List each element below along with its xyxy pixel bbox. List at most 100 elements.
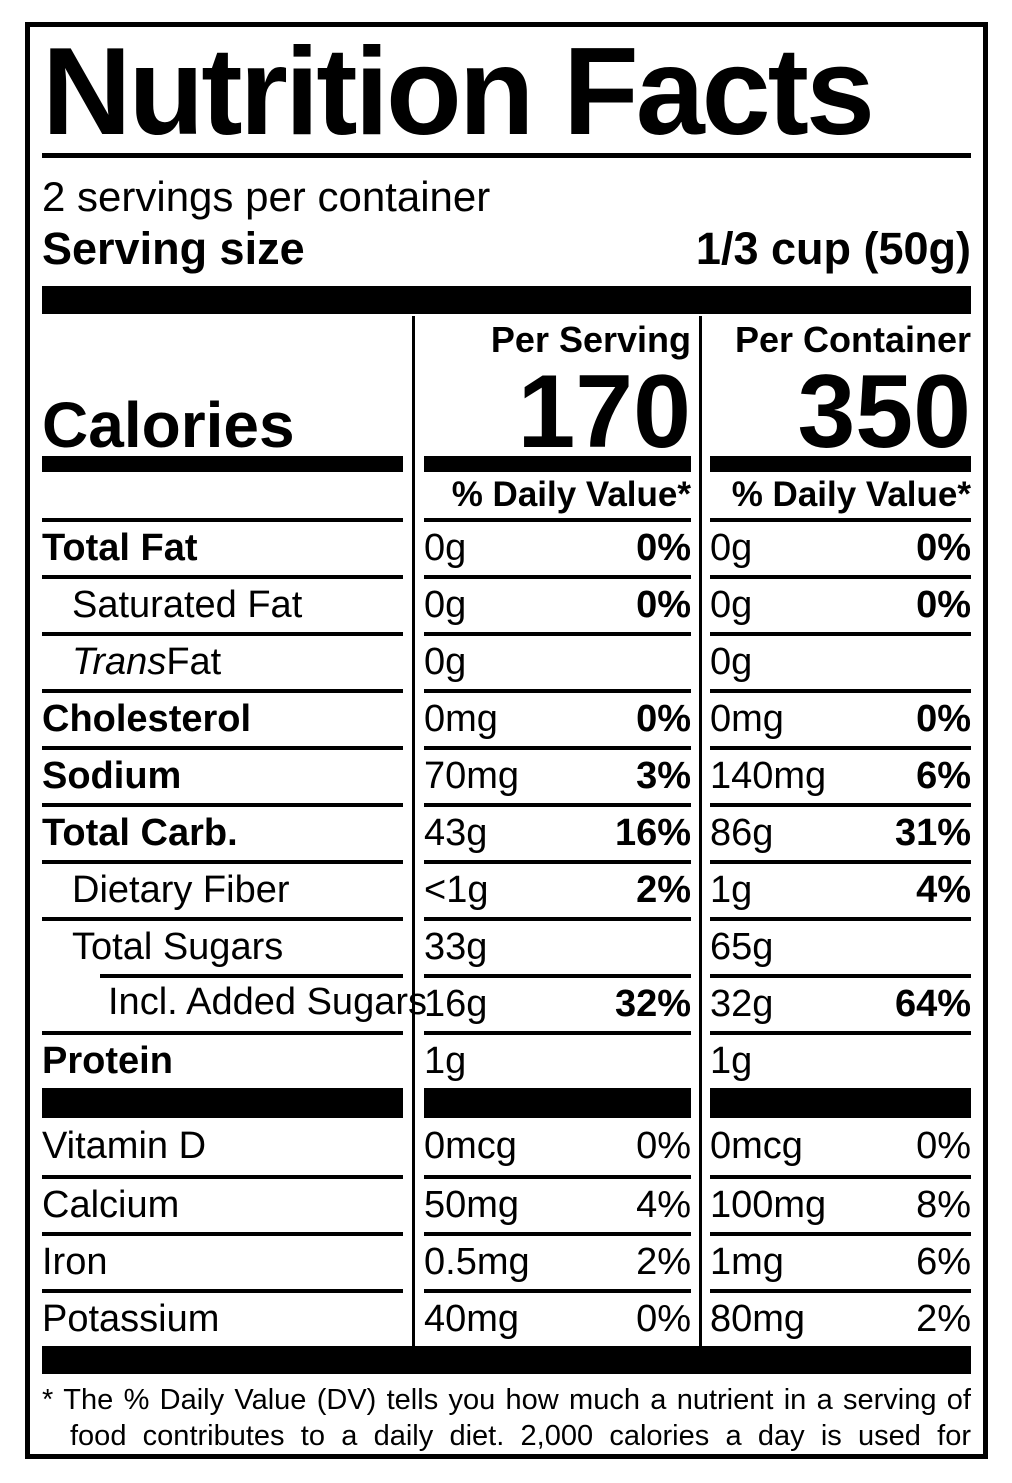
nutrient-name: Fat (166, 640, 222, 683)
nutrient-row: Saturated Fat 0g 0% 0g 0% (42, 574, 971, 632)
per-serving-cell: 0g (424, 631, 691, 689)
per-serving-amount: <1g (424, 868, 489, 911)
per-container-cell: 0mg 0% (710, 688, 971, 746)
per-serving-amount: 43g (424, 811, 488, 854)
per-serving-daily-value: 2% (636, 1240, 691, 1283)
per-serving-amount: 1g (424, 1039, 467, 1082)
per-container-cell: 0mcg 0% (710, 1118, 971, 1175)
nutrient-name-cell: Total Sugars (42, 916, 403, 974)
per-container-cell: 0g 0% (710, 574, 971, 632)
nutrient-row: Dietary Fiber <1g 2% 1g 4% (42, 859, 971, 917)
per-container-header: Per Container (734, 318, 971, 360)
per-container-amount: 0g (710, 583, 753, 626)
per-container-daily-value: 4% (916, 868, 971, 911)
nutrient-name-cell: Calcium (42, 1174, 403, 1232)
per-serving-daily-value: 32% (614, 982, 691, 1025)
nutrient-row: Cholesterol 0mg 0% 0mg 0% (42, 688, 971, 746)
section-band-left (42, 1087, 403, 1118)
per-serving-daily-value: 3% (636, 754, 691, 797)
per-serving-daily-value: 0% (636, 697, 691, 740)
per-container-amount: 86g (710, 811, 774, 854)
per-serving-amount: 0g (424, 640, 467, 683)
per-container-daily-value: 6% (916, 754, 971, 797)
per-serving-cell: 43g 16% (424, 802, 691, 860)
per-container-daily-value: 0% (916, 583, 971, 626)
per-serving-amount: 70mg (424, 754, 520, 797)
nutrient-row: Total Sugars 33g 65g (42, 916, 971, 974)
per-serving-cell: 0.5mg 2% (424, 1231, 691, 1289)
per-container-amount: 80mg (710, 1297, 806, 1340)
nutrient-name: Iron (42, 1240, 108, 1283)
nutrient-name: Vitamin D (42, 1124, 207, 1167)
per-container-cell: 86g 31% (710, 802, 971, 860)
per-container-amount: 32g (710, 982, 774, 1025)
nutrient-name-cell: Potassium (42, 1288, 403, 1346)
serving-size-row: Serving size 1/3 cup (50g) (42, 224, 971, 274)
nutrient-row: Total Fat 0g 0% 0g 0% (42, 517, 971, 575)
calories-per-serving-value: 170 (517, 353, 691, 470)
per-serving-cell: 40mg 0% (424, 1288, 691, 1346)
nutrient-row: Incl. Added Sugars 16g 32% 32g 64% (42, 973, 971, 1031)
daily-value-header-container: % Daily Value* (731, 474, 971, 514)
nutrient-row: Total Carb. 43g 16% 86g 31% (42, 802, 971, 860)
nutrient-name: Saturated Fat (72, 583, 303, 626)
per-serving-cell: 50mg 4% (424, 1174, 691, 1232)
per-container-amount: 0mg (710, 697, 784, 740)
per-serving-amount: 33g (424, 925, 488, 968)
per-container-cell: 100mg 8% (710, 1174, 971, 1232)
nutrient-name-italic: Trans (72, 640, 167, 683)
nutrient-name-cell: Cholesterol (42, 688, 403, 746)
calories-underline-right (710, 455, 971, 472)
per-container-cell: 32g 64% (710, 973, 971, 1031)
nutrient-name-cell: Protein (42, 1030, 403, 1088)
nutrient-name: Protein (42, 1039, 173, 1082)
nutrient-row: Iron 0.5mg 2% 1mg 6% (42, 1231, 971, 1289)
column-divider-1 (412, 315, 415, 1346)
section-band-right (710, 1087, 971, 1118)
per-container-cell: 1mg 6% (710, 1231, 971, 1289)
per-container-amount: 65g (710, 925, 774, 968)
column-divider-2 (699, 315, 702, 1346)
per-serving-cell: 0g 0% (424, 517, 691, 575)
per-container-daily-value: 8% (916, 1183, 971, 1226)
nutrient-row: Sodium 70mg 3% 140mg 6% (42, 745, 971, 803)
nutrient-name: Total Sugars (72, 925, 284, 968)
nutrient-row: Calcium 50mg 4% 100mg 8% (42, 1174, 971, 1232)
nutrition-facts-label: Nutrition Facts 2 servings per container… (25, 22, 988, 1459)
nutrient-name: Dietary Fiber (72, 868, 290, 911)
nutrient-name: Calcium (42, 1183, 180, 1226)
per-container-cell: 1g 4% (710, 859, 971, 917)
per-container-daily-value: 6% (916, 1240, 971, 1283)
micronutrient-rows: Vitamin D 0mcg 0% 0mcg 0% Calcium 50mg 4… (42, 1118, 971, 1346)
top-section-bar (42, 285, 971, 314)
nutrient-name-cell: Dietary Fiber (42, 859, 403, 917)
nutrient-row: Potassium 40mg 0% 80mg 2% (42, 1288, 971, 1346)
nutrient-row: Trans Fat 0g 0g (42, 631, 971, 689)
calories-underline-middle (424, 455, 691, 472)
nutrient-name-cell: Incl. Added Sugars (42, 973, 427, 1031)
nutrient-name: Cholesterol (42, 697, 252, 740)
per-serving-cell: 70mg 3% (424, 745, 691, 803)
nutrient-row: Protein 1g 1g (42, 1030, 971, 1088)
per-container-daily-value: 64% (894, 982, 971, 1025)
per-container-cell: 65g (710, 916, 971, 974)
calories-underline-row (42, 455, 971, 472)
per-container-daily-value: 0% (916, 697, 971, 740)
per-serving-daily-value: 4% (636, 1183, 691, 1226)
per-container-amount: 1mg (710, 1240, 784, 1283)
per-container-cell: 140mg 6% (710, 745, 971, 803)
title-divider (42, 153, 971, 159)
calories-label: Calories (42, 389, 295, 462)
footnote-text: The % Daily Value (DV) tells you how muc… (63, 1383, 971, 1452)
section-band-middle (424, 1087, 691, 1118)
per-serving-cell: 0g 0% (424, 574, 691, 632)
per-serving-amount: 0g (424, 583, 467, 626)
per-container-cell: 0g 0% (710, 517, 971, 575)
serving-size-value: 1/3 cup (50g) (695, 223, 971, 275)
nutrient-name-cell: Total Carb. (42, 802, 403, 860)
per-container-daily-value: 0% (916, 1124, 971, 1167)
per-container-amount: 1g (710, 868, 753, 911)
per-container-amount: 140mg (710, 754, 827, 797)
per-container-amount: 0g (710, 640, 753, 683)
